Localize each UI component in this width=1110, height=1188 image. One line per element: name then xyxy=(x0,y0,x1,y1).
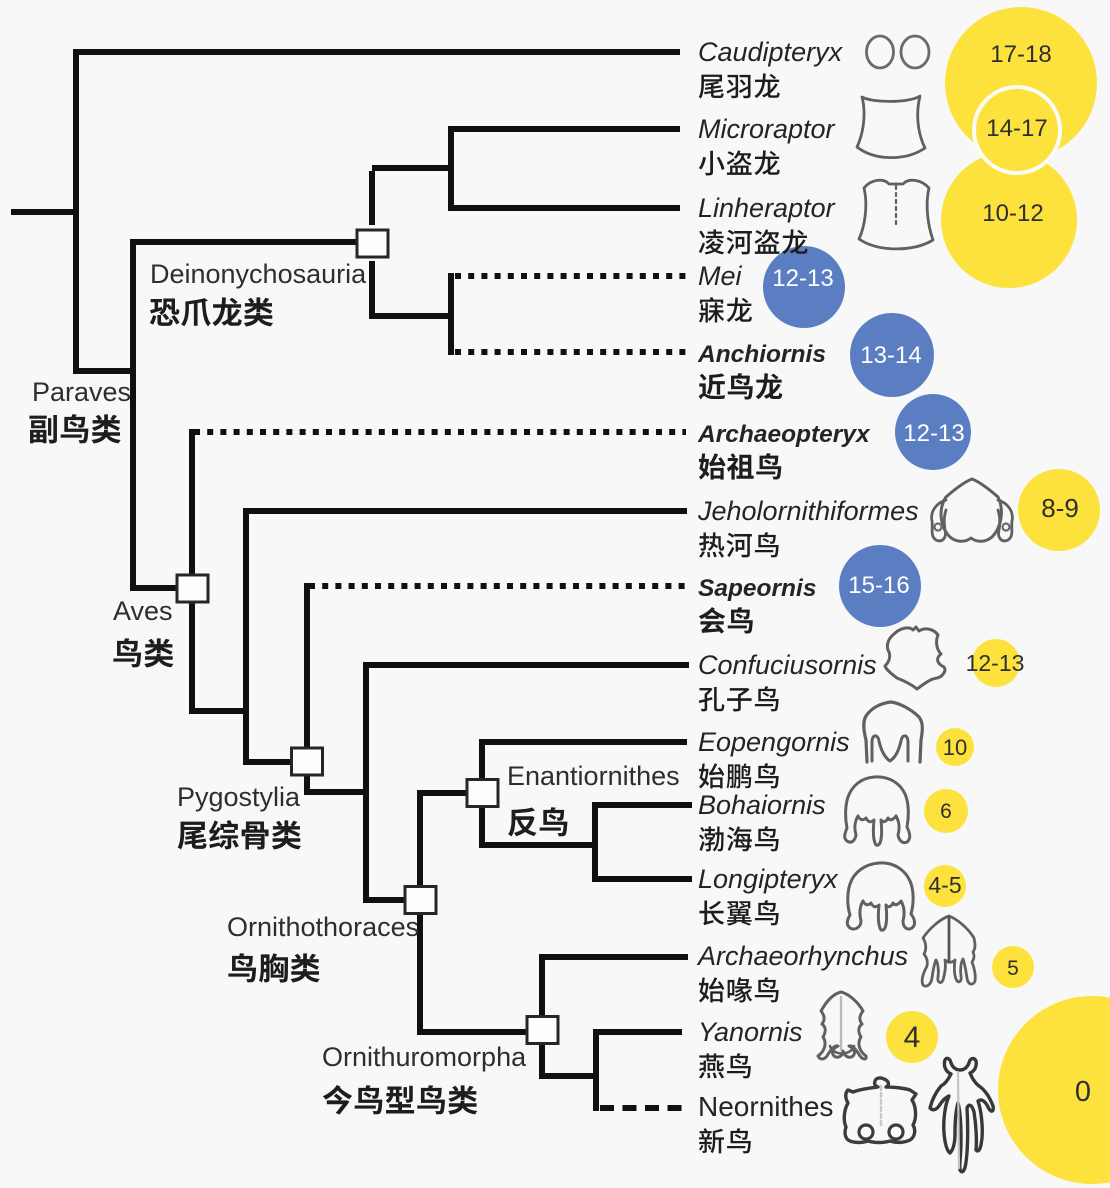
svg-text:10: 10 xyxy=(943,735,967,760)
svg-text:Anchiornis: Anchiornis xyxy=(697,341,826,368)
svg-text:Neornithes: Neornithes xyxy=(698,1091,833,1122)
svg-text:4: 4 xyxy=(904,1021,921,1054)
svg-text:Yanornis: Yanornis xyxy=(698,1017,803,1047)
svg-text:Ornithothoraces: Ornithothoraces xyxy=(227,912,419,942)
svg-text:Linheraptor: Linheraptor xyxy=(698,193,836,223)
svg-text:5: 5 xyxy=(1007,957,1019,980)
svg-text:Enantiornithes: Enantiornithes xyxy=(507,761,680,791)
svg-text:Longipteryx: Longipteryx xyxy=(698,864,839,894)
svg-text:17-18: 17-18 xyxy=(990,41,1051,68)
svg-text:Mei: Mei xyxy=(698,261,743,291)
svg-text:Archaeopteryx: Archaeopteryx xyxy=(697,421,871,448)
svg-text:12-13: 12-13 xyxy=(772,265,833,292)
svg-text:Caudipteryx: Caudipteryx xyxy=(698,37,844,67)
svg-text:Paraves: Paraves xyxy=(32,377,131,407)
svg-text:Deinonychosauria: Deinonychosauria xyxy=(150,259,367,289)
svg-text:Jeholornithiformes: Jeholornithiformes xyxy=(697,496,919,526)
svg-text:Bohaiornis: Bohaiornis xyxy=(698,790,826,820)
svg-text:Archaeorhynchus: Archaeorhynchus xyxy=(696,941,908,971)
svg-text:Aves: Aves xyxy=(113,596,173,626)
svg-text:Microraptor: Microraptor xyxy=(698,114,836,144)
svg-text:8-9: 8-9 xyxy=(1041,493,1079,523)
svg-text:Ornithuromorpha: Ornithuromorpha xyxy=(322,1042,527,1072)
svg-text:10-12: 10-12 xyxy=(982,200,1043,227)
svg-text:12-13: 12-13 xyxy=(903,420,964,447)
svg-text:Sapeornis: Sapeornis xyxy=(698,575,816,602)
svg-text:0: 0 xyxy=(1075,1076,1091,1108)
svg-text:15-16: 15-16 xyxy=(848,572,909,599)
svg-text:14-17: 14-17 xyxy=(986,115,1047,142)
svg-text:6: 6 xyxy=(940,800,952,823)
svg-text:4-5: 4-5 xyxy=(928,872,961,898)
svg-text:Eopengornis: Eopengornis xyxy=(698,727,850,757)
svg-text:Confuciusornis: Confuciusornis xyxy=(698,650,877,680)
svg-text:12-13: 12-13 xyxy=(966,650,1025,676)
svg-text:13-14: 13-14 xyxy=(860,342,921,369)
svg-text:Pygostylia: Pygostylia xyxy=(177,782,301,812)
